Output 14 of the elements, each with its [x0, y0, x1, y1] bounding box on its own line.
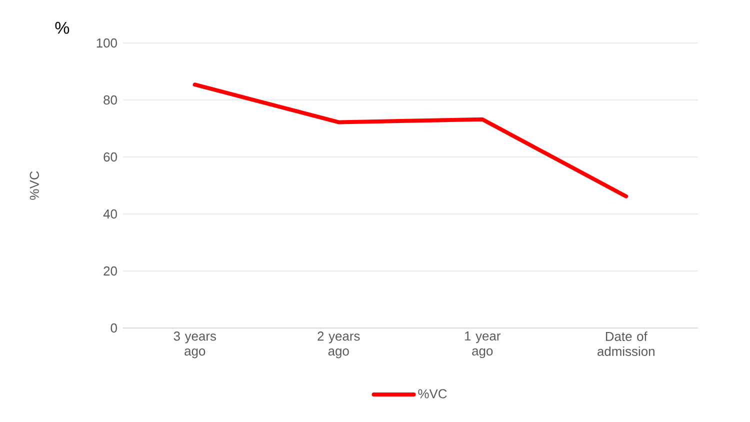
x-tick-label: Date of admission — [598, 332, 654, 356]
y-tick-label: 20 — [104, 266, 117, 276]
x-tick-label: 3 years ago — [174, 332, 216, 358]
text: % — [55, 22, 70, 34]
x-tick-label: 2 years ago — [318, 332, 360, 358]
line-series — [192, 82, 628, 198]
x-tick-label: 1 year ago — [465, 332, 501, 358]
y-tick-label: 80 — [104, 95, 117, 105]
y-tick-label: 100 — [96, 38, 117, 48]
legend-label: %VC — [418, 389, 447, 398]
y-tick-label: 0 — [110, 323, 117, 333]
y-tick-label: 40 — [103, 209, 117, 219]
y-axis-title: %VC — [30, 171, 39, 200]
y-tick-label: 60 — [104, 152, 117, 162]
